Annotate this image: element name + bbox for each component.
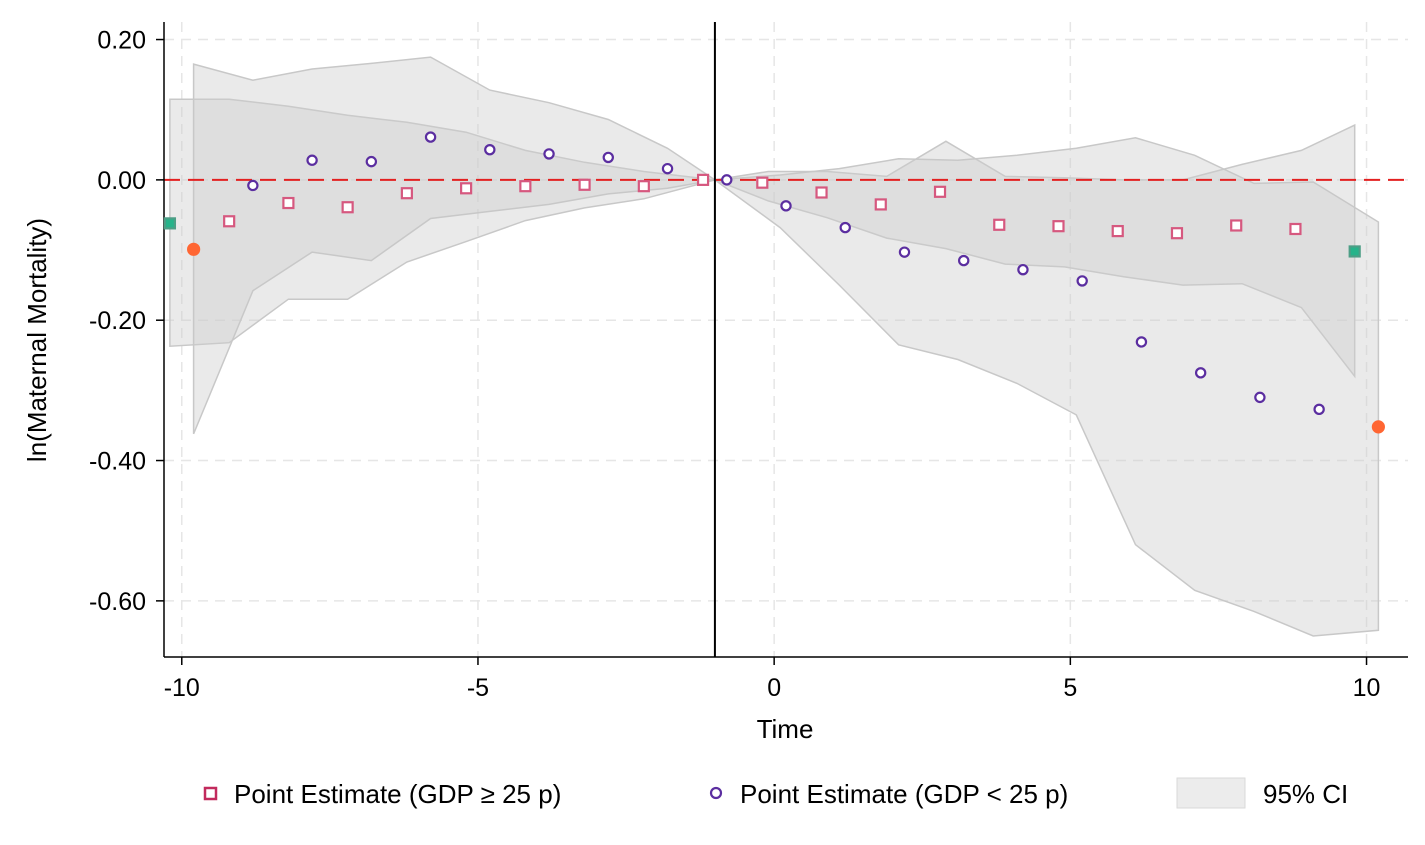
y-tick-label: -0.20 (89, 307, 146, 335)
point-low-gdp (365, 155, 378, 168)
tick-labels: -10 -5 0 5 10 0.20 0.00 -0.20 -0.40 -0.60 (89, 27, 1380, 702)
point-low-gdp (1371, 420, 1385, 434)
point-low-gdp (543, 148, 555, 160)
point-high-gdp (1348, 245, 1361, 258)
point-high-gdp (223, 215, 236, 228)
point-high-gdp (1170, 227, 1184, 240)
point-high-gdp (163, 217, 177, 230)
x-axis-title: Time (757, 714, 814, 744)
point-low-gdp (1254, 391, 1266, 404)
point-low-gdp (484, 144, 496, 156)
legend-label-ci: 95% CI (1263, 779, 1348, 809)
point-high-gdp (578, 178, 591, 191)
point-high-gdp (341, 201, 354, 214)
point-low-gdp (424, 131, 437, 143)
axes (156, 22, 1408, 665)
point-high-gdp (1289, 222, 1302, 236)
y-tick-label: -0.60 (89, 588, 146, 616)
point-high-gdp (637, 180, 650, 193)
point-low-gdp (839, 221, 851, 234)
point-low-gdp (898, 246, 911, 258)
x-tick-label: 0 (767, 674, 781, 702)
point-low-gdp (1017, 263, 1029, 276)
y-tick-label: 0.20 (97, 27, 146, 55)
point-low-gdp (780, 200, 792, 212)
ci-band (169, 98, 1356, 379)
reference-lines (164, 22, 1408, 657)
point-high-gdp (933, 185, 947, 198)
x-tick-label: 10 (1353, 674, 1381, 702)
point-low-gdp (1135, 336, 1148, 348)
point-low-gdp (187, 242, 201, 256)
point-high-gdp (460, 182, 473, 195)
point-high-gdp (1230, 219, 1243, 232)
point-low-gdp (247, 179, 259, 192)
point-high-gdp (696, 173, 710, 186)
point-low-gdp (602, 151, 614, 164)
ci-band (192, 56, 1380, 637)
point-high-gdp (874, 198, 887, 211)
point-low-gdp (958, 254, 970, 267)
y-axis-title: ln(Maternal Mortality) (22, 218, 52, 462)
point-markers (163, 131, 1385, 434)
legend-swatch-ci (1176, 777, 1246, 809)
point-high-gdp (1111, 224, 1124, 238)
point-low-gdp (1313, 403, 1325, 416)
x-tick-label: -10 (164, 674, 200, 702)
legend: Point Estimate (GDP ≥ 25 p) Point Estima… (203, 777, 1348, 809)
point-low-gdp (1194, 367, 1207, 379)
point-high-gdp (1052, 220, 1065, 233)
point-low-gdp (661, 162, 674, 175)
point-high-gdp (519, 180, 532, 193)
x-tick-label: -5 (467, 674, 489, 702)
point-low-gdp (1076, 275, 1088, 287)
point-high-gdp (756, 176, 769, 189)
y-tick-label: -0.40 (89, 448, 146, 476)
legend-marker-high-gdp (203, 786, 218, 801)
point-high-gdp (400, 187, 413, 200)
point-high-gdp (282, 196, 295, 210)
point-low-gdp (306, 154, 318, 166)
point-high-gdp (993, 218, 1006, 231)
legend-label-low-gdp: Point Estimate (GDP < 25 p) (740, 779, 1068, 809)
y-tick-label: 0.00 (97, 167, 146, 195)
legend-label-high-gdp: Point Estimate (GDP ≥ 25 p) (234, 779, 561, 809)
ci-bands (169, 56, 1380, 637)
point-low-gdp (721, 174, 733, 186)
x-tick-label: 5 (1063, 674, 1077, 702)
legend-marker-low-gdp (709, 786, 723, 800)
point-high-gdp (815, 186, 828, 199)
